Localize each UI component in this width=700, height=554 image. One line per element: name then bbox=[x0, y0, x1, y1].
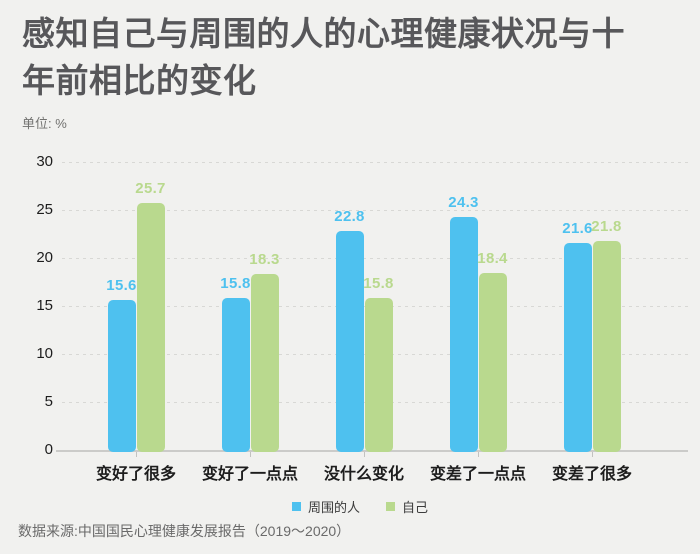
bar-series1-cat3 bbox=[335, 231, 364, 452]
x-axis-tick bbox=[364, 452, 365, 457]
category-label: 变好了很多 bbox=[95, 466, 176, 483]
value-label: 24.3 bbox=[448, 193, 479, 211]
bar-series1-cat1 bbox=[107, 300, 136, 452]
bar-series2-cat3 bbox=[364, 298, 393, 452]
value-label: 21.6 bbox=[562, 219, 593, 237]
bar-series1-cat2 bbox=[221, 298, 250, 452]
y-axis-tick-label: 10 bbox=[36, 345, 53, 362]
x-axis-tick bbox=[592, 452, 593, 457]
y-axis-tick-label: 20 bbox=[36, 249, 53, 266]
category-label: 变好了一点点 bbox=[201, 466, 298, 483]
legend-swatch bbox=[386, 501, 395, 511]
legend-item-series1: 周围的人 bbox=[291, 497, 360, 516]
chart-title: 感知自己与周围的人的心理健康状况与十年前相比的变化 bbox=[22, 15, 625, 99]
bar-series2-cat4 bbox=[478, 273, 507, 452]
source-note: 数据来源:中国国民心理健康发展报告（2019～2020） bbox=[18, 523, 351, 539]
x-axis-tick bbox=[478, 452, 479, 457]
bar-series2-cat2 bbox=[250, 274, 279, 452]
gridline bbox=[62, 258, 688, 259]
bar-series2-cat1 bbox=[136, 203, 165, 452]
legend-swatch bbox=[291, 501, 301, 511]
value-label: 22.8 bbox=[334, 208, 365, 226]
value-label: 21.8 bbox=[591, 217, 622, 235]
value-label: 15.8 bbox=[220, 275, 251, 293]
category-label: 变差了很多 bbox=[551, 466, 632, 483]
y-axis-tick-label: 30 bbox=[36, 153, 53, 170]
value-label: 15.8 bbox=[363, 275, 394, 293]
y-axis-tick-label: 5 bbox=[44, 393, 53, 410]
bar-series1-cat4 bbox=[449, 216, 478, 452]
y-axis-tick-label: 0 bbox=[44, 441, 53, 458]
y-axis-tick-label: 15 bbox=[36, 297, 53, 314]
value-label: 25.7 bbox=[135, 180, 166, 198]
legend: 周围的人 自己 bbox=[0, 497, 700, 515]
gridline bbox=[62, 162, 688, 163]
value-label: 18.4 bbox=[477, 250, 508, 268]
x-axis-tick bbox=[136, 452, 137, 457]
value-label: 18.3 bbox=[249, 251, 280, 269]
gridline bbox=[62, 210, 688, 211]
legend-label: 周围的人 bbox=[307, 499, 360, 515]
unit-label: 单位: % bbox=[22, 116, 67, 131]
category-label: 变差了一点点 bbox=[429, 466, 526, 483]
value-label: 15.6 bbox=[106, 277, 137, 295]
x-axis-tick bbox=[250, 452, 251, 457]
legend-label: 自己 bbox=[402, 499, 429, 515]
category-label: 没什么变化 bbox=[323, 466, 404, 483]
legend-item-series2: 自己 bbox=[386, 497, 428, 516]
bar-series2-cat5 bbox=[592, 240, 621, 452]
y-axis-tick-label: 25 bbox=[36, 201, 53, 218]
bar-series1-cat5 bbox=[563, 242, 592, 452]
